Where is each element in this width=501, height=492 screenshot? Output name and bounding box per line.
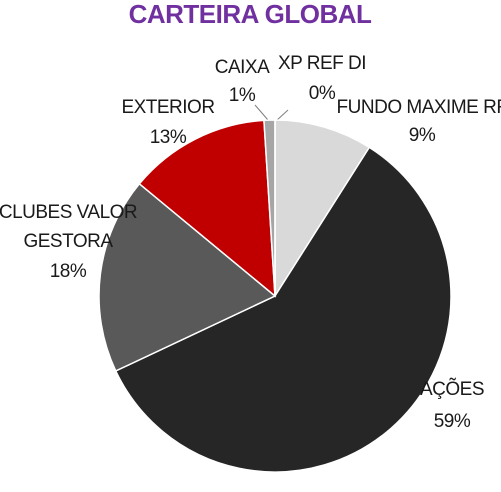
slice-label: AÇÕES	[420, 378, 484, 400]
leader-line	[254, 104, 269, 121]
pie-slice	[138, 119, 276, 298]
pie-slice	[114, 146, 452, 473]
value-label: 9%	[409, 125, 436, 146]
slice-label: CAIXA	[215, 57, 270, 78]
leader-line	[275, 109, 289, 122]
value-label: 13%	[150, 127, 187, 148]
slice-label: FUNDO MAXIME RF	[337, 97, 501, 118]
slice-label: CLUBES VALOR GESTORA	[0, 202, 137, 252]
slice-label: XP REF DI	[278, 53, 366, 74]
pie-slice	[98, 182, 277, 372]
value-label: 59%	[434, 411, 471, 432]
value-label: 1%	[229, 85, 256, 106]
chart-title: CARTEIRA GLOBAL	[129, 0, 372, 29]
value-label: 18%	[50, 261, 87, 282]
pie-slice	[274, 119, 371, 299]
value-label: 0%	[309, 83, 336, 104]
slice-label: EXTERIOR	[121, 97, 214, 118]
